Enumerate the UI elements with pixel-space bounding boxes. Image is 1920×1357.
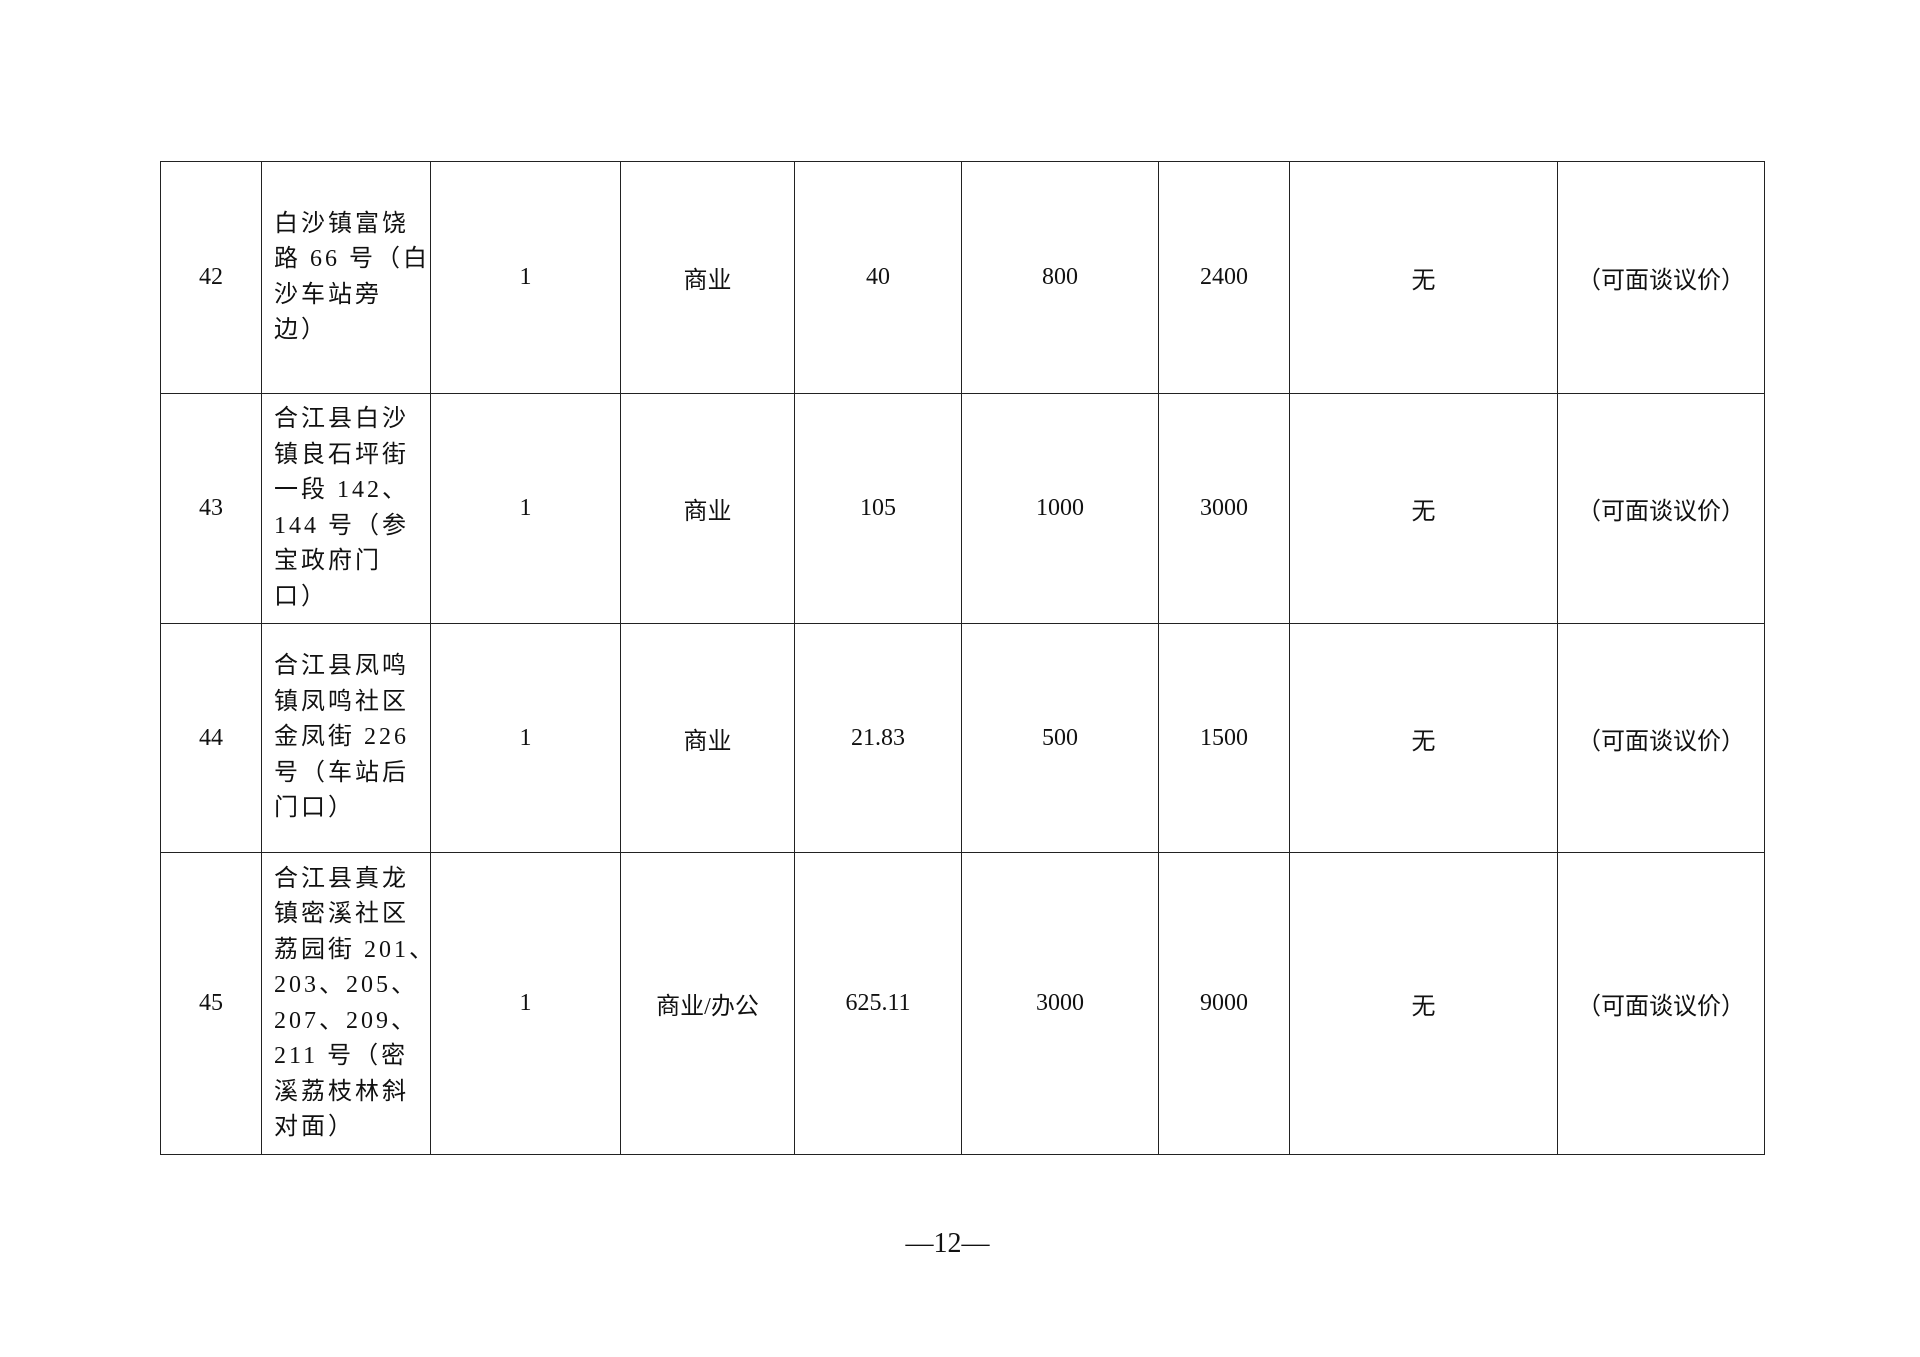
price-cell: （可面谈议价） [1557,623,1765,853]
price-cell: （可面谈议价） [1557,161,1765,394]
address-line: 207、209、 [274,1007,418,1034]
address-cell: 白沙镇富饶路 66 号（白 沙车站旁边） [261,161,431,394]
area-cell: 105 [794,393,962,624]
use-cell: 商业/办公 [620,852,795,1155]
price-cell: （可面谈议价） [1557,852,1765,1155]
note-cell: 无 [1289,393,1558,624]
address-line: 门口） [274,795,355,822]
table-row: 42 白沙镇富饶路 66 号（白 沙车站旁 边） 1 商业 40 800 2400 无（可面谈议价… [160,161,1765,394]
address-line: 宝政府门 [274,548,382,574]
address-line: 白沙镇富饶 [274,210,409,237]
address-line: 144 号（参 [274,512,409,539]
deposit-cell: 3000 [1158,393,1290,624]
no-cell: 44 [160,623,262,853]
address-cell: 合江县真龙镇密溪社区荔园街 201、 203、205、 207、209、 211 号（… [261,852,436,1155]
rent-cell: 500 [961,623,1159,853]
rent-cell: 1000 [961,393,1159,624]
area-cell: 625.11 [794,852,962,1155]
property-table: 42 白沙镇富饶路 66 号（白 沙车站旁 边） 1 商业 40 800 2400 无（可面谈议价… [160,161,1765,1155]
deposit-cell: 9000 [1158,852,1290,1155]
area-cell: 40 [794,161,962,394]
address-line: 对面） [274,1114,355,1140]
deposit-cell: 1500 [1158,623,1290,853]
use-cell: 商业 [620,623,795,853]
address-line: 荔园街 201、 [274,936,436,963]
address-line: 合江县凤鸣 [274,653,409,680]
note-cell: 无 [1289,623,1558,853]
address-line: 合江县白沙 [274,406,409,432]
table-row: 43 合江县白沙镇良石坪街一段 142、 144 号（参 宝政府门口） 1 商业 105 10… [160,393,1765,624]
page-number: —12— [905,1228,990,1259]
table-row: 44 合江县凤鸣镇凤鸣社区金凤街 226 号（车站后门口） 1 商业 21.83 500 15… [160,623,1765,853]
address-line: 一段 142、 [274,477,409,503]
address-line: 口） [274,583,328,610]
use-cell: 商业 [620,161,795,394]
address-line: 金凤街 226 [274,724,409,751]
table-row: 45 合江县真龙镇密溪社区荔园街 201、 203、205、 207、209、 211 … [160,852,1765,1155]
address-cell: 合江县白沙镇良石坪街一段 142、 144 号（参 宝政府门口） [261,393,431,624]
deposit-cell: 2400 [1158,161,1290,394]
rent-cell: 3000 [961,852,1159,1155]
address-line: 合江县真龙 [274,865,409,892]
address-line: 路 66 号（白 [274,246,430,272]
address-line: 溪荔枝林斜 [274,1078,409,1105]
address-line: 沙车站旁 [274,281,382,308]
note-cell: 无 [1289,852,1558,1155]
no-cell: 42 [160,161,262,394]
note-cell: 无 [1289,161,1558,394]
count-cell: 1 [430,161,621,394]
count-cell: 1 [430,623,621,853]
rent-cell: 800 [961,161,1159,394]
address-line: 镇凤鸣社区 [274,688,409,715]
address-line: 镇密溪社区 [274,901,409,927]
count-cell: 1 [430,393,621,624]
area-cell: 21.83 [794,623,962,853]
address-line: 镇良石坪街 [274,441,409,468]
address-cell: 合江县凤鸣镇凤鸣社区金凤街 226 号（车站后门口） [261,623,431,853]
address-line: 211 号（密 [274,1043,409,1069]
no-cell: 43 [160,393,262,624]
address-line: 号（车站后 [274,759,409,786]
count-cell: 1 [430,852,621,1155]
no-cell: 45 [160,852,262,1155]
use-cell: 商业 [620,393,795,624]
address-line: 边） [274,317,328,343]
price-cell: （可面谈议价） [1557,393,1765,624]
address-line: 203、205、 [274,972,418,998]
